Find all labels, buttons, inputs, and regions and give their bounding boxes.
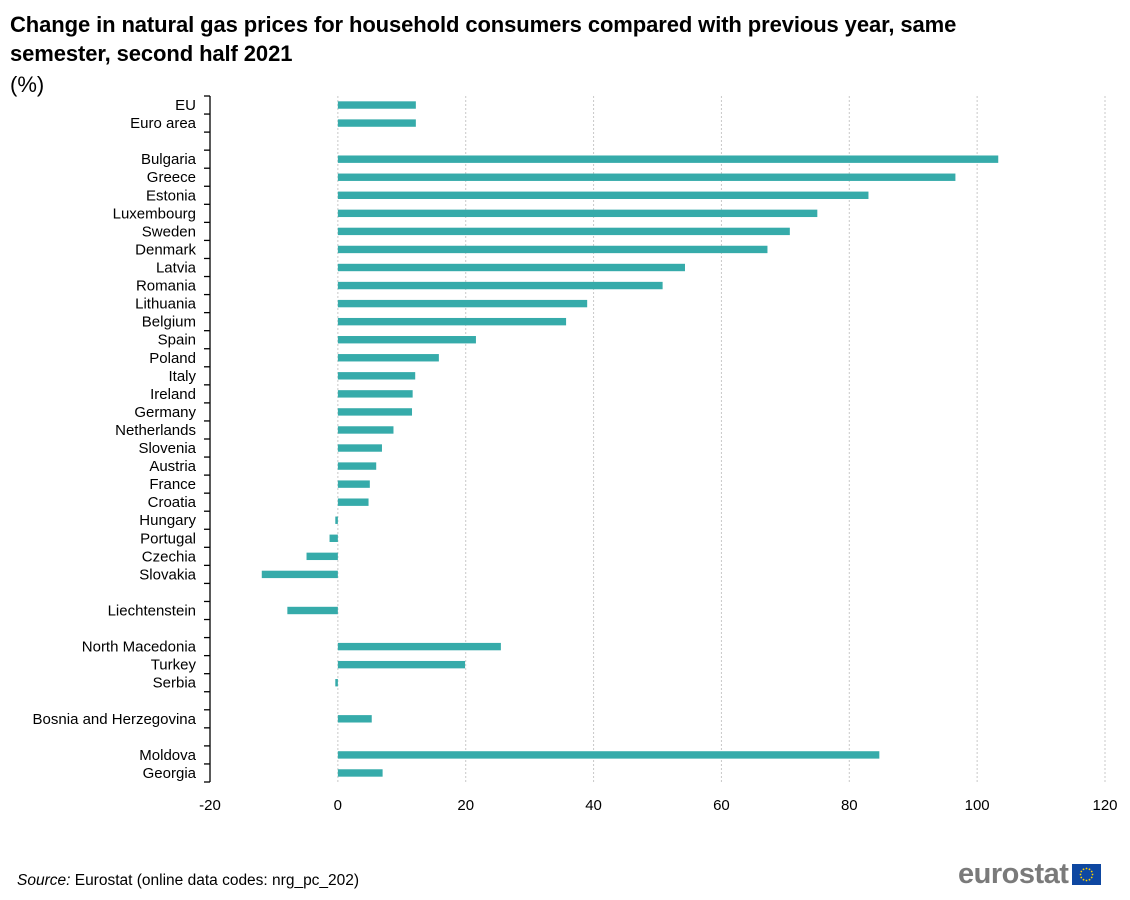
flag-star [1080, 870, 1083, 873]
flag-star [1080, 873, 1082, 876]
flag-star [1092, 873, 1094, 876]
bar-ireland [337, 390, 413, 398]
bar-hungary [335, 516, 338, 524]
x-tick-labels: -20 0 20 40 60 80 100 120 [199, 797, 1117, 814]
bar-czechia [306, 552, 338, 561]
category-label: Ireland [150, 386, 196, 403]
flag-star [1091, 876, 1094, 879]
bar-latvia [337, 263, 685, 272]
category-label: Luxembourg [113, 205, 196, 222]
flag-star [1086, 867, 1088, 870]
category-label: Greece [147, 169, 196, 186]
bar-lithuania [337, 299, 588, 308]
category-label: Latvia [156, 260, 197, 277]
bar-greece [337, 173, 956, 181]
flag-star [1091, 870, 1094, 873]
category-label: Portugal [140, 530, 196, 547]
category-label: Euro area [130, 115, 197, 132]
category-label: Austria [149, 458, 196, 475]
category-axis [204, 95, 211, 783]
bar-serbia [335, 679, 338, 687]
eurostat-logo: eurostat [958, 858, 1102, 891]
x-tick-label: 60 [713, 797, 730, 814]
x-tick-label: 80 [841, 797, 858, 814]
bar-bosnia-and-herzegovina [337, 715, 372, 723]
bar-turkey [337, 660, 466, 669]
flag-star [1089, 878, 1091, 881]
logo-text: eurostat [958, 858, 1069, 890]
bar-germany [337, 408, 413, 416]
category-label: Italy [168, 368, 196, 385]
bar-euro-area [337, 119, 416, 127]
category-label: Lithuania [135, 296, 197, 313]
category-label: Liechtenstein [108, 603, 196, 620]
category-label: Croatia [148, 494, 197, 511]
category-label: Belgium [142, 314, 196, 331]
category-label: Denmark [135, 241, 196, 258]
bar-austria [337, 462, 377, 470]
category-label: Serbia [153, 675, 197, 692]
category-label: Netherlands [115, 422, 196, 439]
category-label: Poland [149, 350, 196, 367]
bar-georgia [337, 769, 383, 777]
source-label: Source: [17, 872, 71, 889]
category-label: Slovakia [139, 566, 196, 583]
category-label: Moldova [139, 747, 196, 764]
category-label: North Macedonia [82, 639, 197, 656]
category-label: EU [175, 97, 196, 114]
bar-netherlands [337, 426, 394, 434]
category-label: Hungary [139, 512, 196, 529]
bar-france [337, 480, 370, 488]
bar-belgium [337, 317, 567, 326]
bar-north-macedonia [337, 642, 501, 651]
chart-unit: (%) [10, 72, 45, 97]
bar-slovenia [337, 444, 382, 452]
bar-moldova [337, 751, 880, 759]
x-tick-label: 40 [585, 797, 602, 814]
bar-denmark [337, 245, 768, 254]
bar-portugal [329, 534, 338, 542]
category-label: Estonia [146, 187, 197, 204]
category-label: Germany [134, 404, 196, 421]
bars [261, 101, 999, 777]
bar-poland [337, 354, 439, 362]
flag-star [1086, 879, 1088, 882]
x-tick-label: 0 [334, 797, 342, 814]
bar-bulgaria [337, 155, 999, 163]
source-note: Source: Eurostat (online data codes: nrg… [17, 872, 359, 890]
flag-star [1083, 868, 1085, 871]
x-tick-label: 100 [965, 797, 990, 814]
flag-star [1080, 876, 1083, 879]
category-label: France [149, 476, 196, 493]
eu-flag-icon [1072, 864, 1102, 885]
chart-title: Change in natural gas prices for househo… [10, 12, 957, 66]
category-label: Turkey [151, 657, 197, 674]
bar-luxembourg [337, 209, 818, 218]
category-label: Sweden [142, 223, 196, 240]
flag-star [1089, 868, 1091, 871]
category-label: Spain [158, 332, 196, 349]
source-text: Eurostat (online data codes: nrg_pc_202) [70, 872, 360, 889]
bar-croatia [337, 498, 369, 506]
bar-estonia [337, 191, 869, 199]
flag-star [1083, 878, 1085, 881]
category-label: Bosnia and Herzegovina [33, 711, 197, 728]
bar-sweden [337, 227, 790, 236]
x-tick-label: -20 [199, 797, 221, 814]
bar-spain [337, 336, 476, 344]
bar-italy [337, 372, 416, 380]
bar-eu [337, 101, 416, 109]
category-label: Czechia [142, 548, 197, 565]
bar-liechtenstein [287, 606, 338, 615]
category-label: Romania [136, 278, 197, 295]
bar-romania [337, 281, 663, 290]
x-tick-label: 120 [1092, 797, 1117, 814]
category-label: Bulgaria [141, 151, 197, 168]
category-label: Slovenia [138, 440, 196, 457]
x-tick-label: 20 [457, 797, 474, 814]
bar-slovakia [261, 570, 338, 579]
category-label: Georgia [143, 765, 197, 782]
